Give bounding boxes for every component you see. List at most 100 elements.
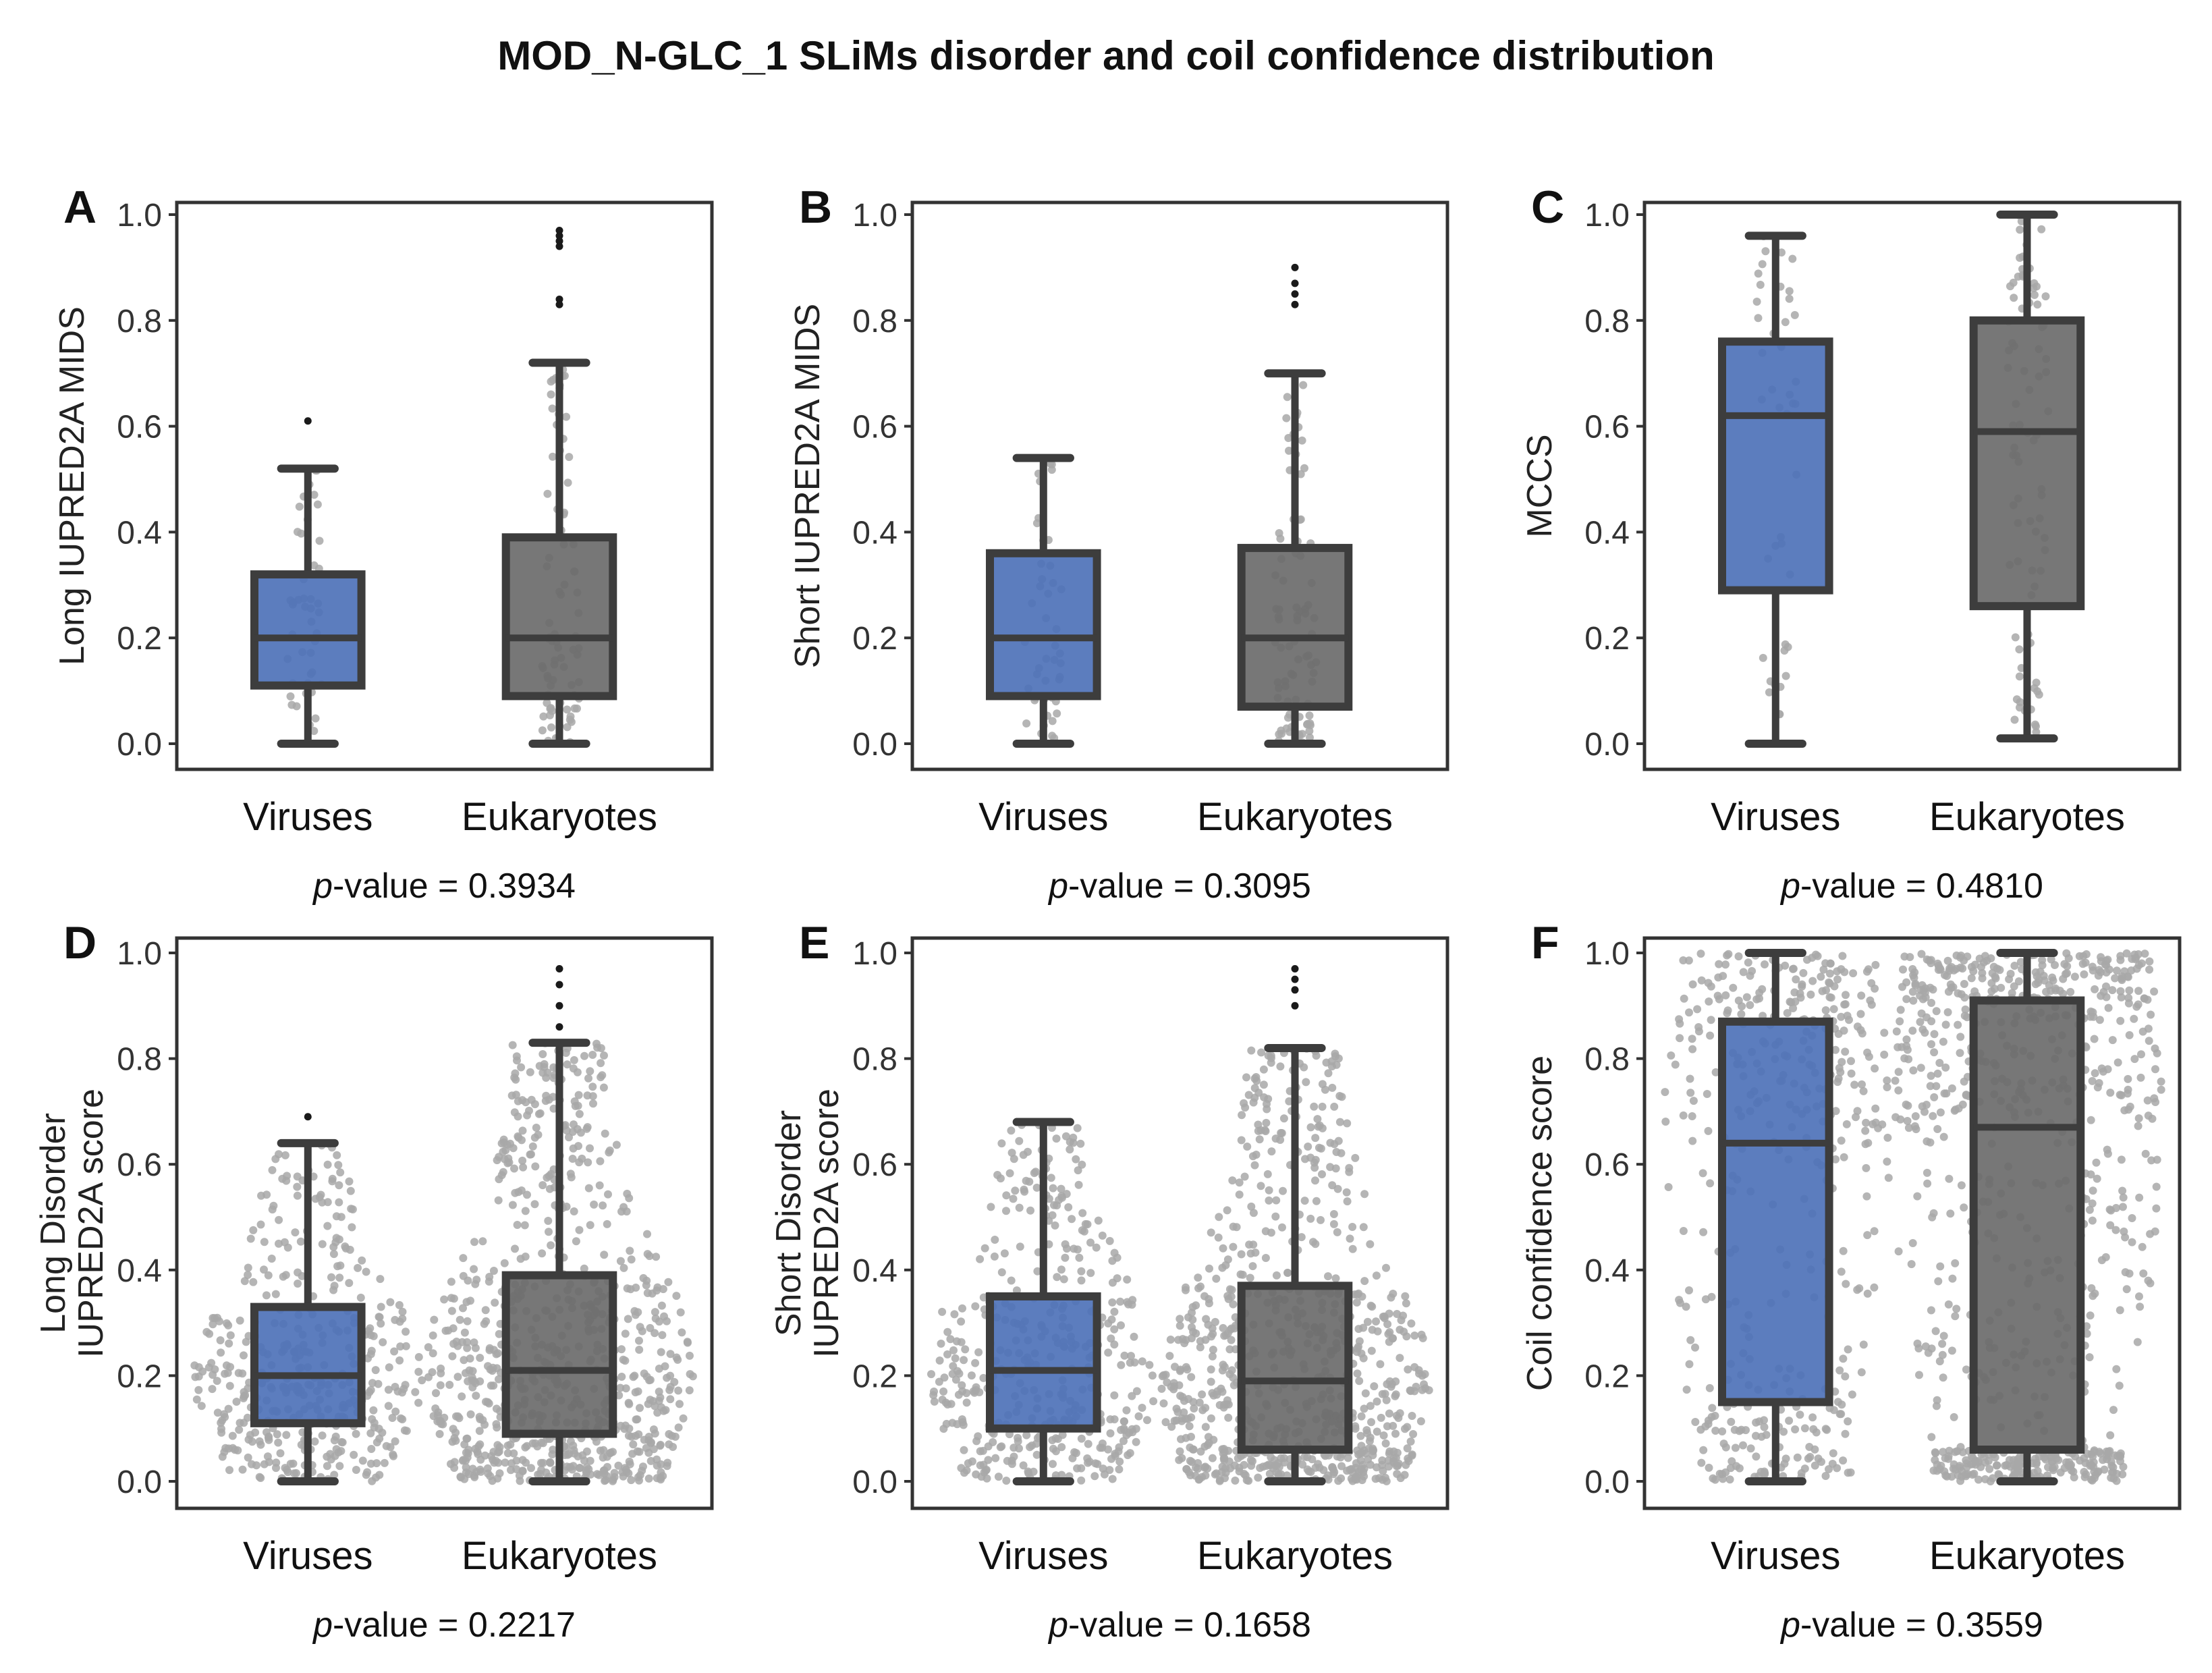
swarm-point xyxy=(1238,1270,1247,1279)
swarm-point xyxy=(1381,1439,1390,1448)
swarm-point xyxy=(1789,964,1798,973)
swarm-point xyxy=(1839,1354,1848,1363)
swarm-point xyxy=(1800,1424,1809,1433)
swarm-point xyxy=(1923,955,1931,964)
swarm-point xyxy=(1936,1108,1945,1117)
swarm-point xyxy=(197,1402,206,1410)
swarm-point xyxy=(1400,1327,1408,1336)
box-iqr xyxy=(250,570,366,690)
swarm-point xyxy=(275,1215,283,1224)
swarm-point xyxy=(2132,1002,2141,1011)
p-value-number: -value = 0.3934 xyxy=(333,867,576,906)
swarm-point xyxy=(937,1340,945,1348)
swarm-point xyxy=(1238,1111,1246,1120)
swarm-point xyxy=(1224,1446,1233,1455)
swarm-point xyxy=(213,1313,221,1322)
swarm-point xyxy=(1220,1363,1229,1371)
swarm-point xyxy=(658,1331,667,1340)
y-tick-label: 1.0 xyxy=(852,198,897,234)
swarm-point xyxy=(599,1083,608,1092)
swarm-point xyxy=(1704,1126,1713,1135)
swarm-point xyxy=(329,1250,338,1259)
swarm-point xyxy=(414,1352,423,1361)
swarm-point xyxy=(1922,1101,1931,1109)
swarm-point xyxy=(2095,1078,2103,1087)
swarm-point xyxy=(1301,1155,1309,1163)
swarm-point xyxy=(335,1198,343,1207)
swarm-point xyxy=(1799,968,1808,977)
swarm-point xyxy=(1880,1029,1889,1037)
swarm-point xyxy=(1935,964,1944,972)
swarm-point xyxy=(1939,1448,1947,1456)
y-tick-label: 0.2 xyxy=(852,1359,897,1394)
swarm-point xyxy=(657,1348,665,1356)
swarm-point xyxy=(2116,1016,2125,1025)
swarm-point xyxy=(1259,1080,1268,1089)
swarm-point xyxy=(1685,1008,1693,1017)
swarm-point xyxy=(1696,950,1705,958)
swarm-point xyxy=(2111,1451,2120,1460)
swarm-point xyxy=(225,1339,233,1348)
swarm-point xyxy=(1409,1430,1418,1438)
swarm-point xyxy=(1262,1118,1271,1127)
swarm-point xyxy=(1829,1449,1837,1458)
swarm-point xyxy=(1061,1132,1070,1141)
y-tick-label: 0.0 xyxy=(1584,727,1630,763)
swarm-point xyxy=(1867,1000,1876,1009)
plot-frame xyxy=(1642,200,2182,771)
outlier-point xyxy=(555,1023,563,1031)
swarm-point xyxy=(1353,1369,1362,1378)
swarm-point xyxy=(281,1151,289,1159)
swarm-point xyxy=(588,1051,597,1059)
swarm-point xyxy=(386,1298,395,1307)
swarm-point xyxy=(1015,1444,1023,1453)
swarm-point xyxy=(2120,1106,2129,1115)
swarm-point xyxy=(2014,1455,2022,1464)
swarm-point xyxy=(2091,985,2099,993)
swarm-point xyxy=(678,1328,686,1337)
swarm-point xyxy=(2134,987,2143,995)
swarm-point xyxy=(272,1458,281,1467)
swarm-point xyxy=(521,1253,530,1261)
swarm-point xyxy=(1279,1186,1287,1195)
swarm-point xyxy=(1359,1223,1368,1232)
swarm-point xyxy=(275,1150,283,1159)
swarm-point xyxy=(2118,972,2126,981)
swarm-point xyxy=(384,1402,393,1410)
swarm-point xyxy=(2138,1242,2147,1251)
swarm-point xyxy=(1856,1010,1865,1018)
y-axis-label: Short IUPRED2A MIDS xyxy=(788,304,827,668)
swarm-point xyxy=(539,712,548,721)
box-eukaryotes xyxy=(501,227,617,748)
swarm-point xyxy=(1235,1190,1244,1199)
swarm-point xyxy=(589,1099,597,1108)
swarm-point xyxy=(440,1413,449,1422)
swarm-point xyxy=(530,1100,539,1109)
swarm-point xyxy=(1298,436,1306,445)
swarm-point xyxy=(1838,952,1847,960)
swarm-point xyxy=(1932,1082,1941,1091)
swarm-point xyxy=(537,1438,546,1447)
swarm-point xyxy=(567,1173,576,1182)
swarm-point xyxy=(500,1259,509,1267)
swarm-point xyxy=(268,1165,277,1174)
swarm-point xyxy=(1859,1087,1868,1095)
swarm-point xyxy=(1781,961,1790,970)
swarm-point xyxy=(1120,1351,1129,1360)
swarm-point xyxy=(1853,1286,1862,1294)
swarm-point xyxy=(660,1312,668,1321)
swarm-point xyxy=(391,1407,400,1416)
swarm-point xyxy=(1220,1456,1229,1464)
swarm-point xyxy=(335,1181,343,1190)
swarm-point xyxy=(1395,1354,1404,1363)
swarm-point xyxy=(1927,1040,1935,1049)
swarm-point xyxy=(224,1321,233,1329)
x-category-label: Eukaryotes xyxy=(1197,795,1393,839)
swarm-point xyxy=(459,1456,468,1464)
swarm-point xyxy=(1191,1471,1200,1480)
box-iqr xyxy=(1237,543,1353,711)
swarm-point xyxy=(1397,1316,1406,1325)
swarm-point xyxy=(1991,972,1999,981)
swarm-point xyxy=(1863,1289,1872,1298)
swarm-point xyxy=(275,1239,283,1248)
